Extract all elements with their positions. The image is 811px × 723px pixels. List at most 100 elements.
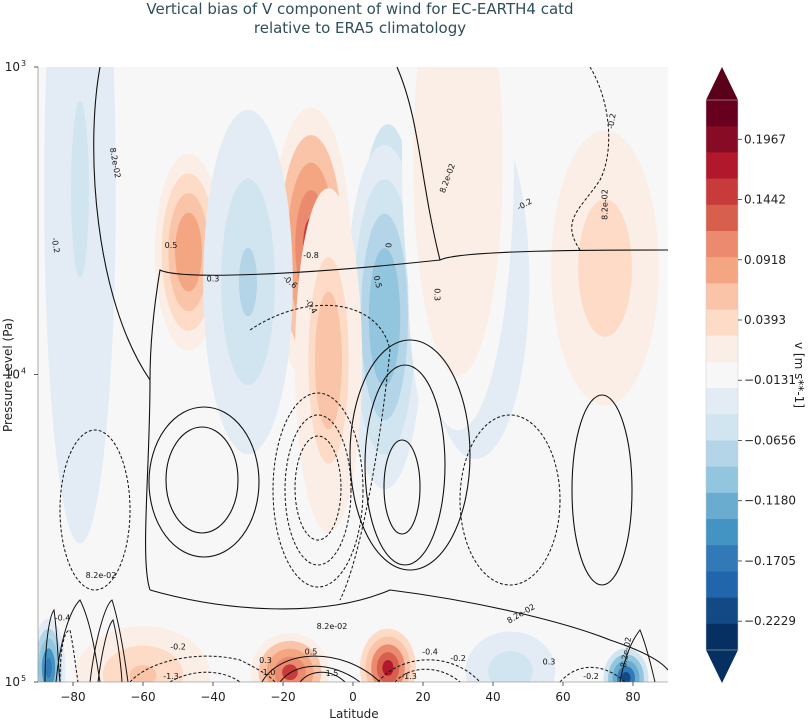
contour-label: 1.5 xyxy=(326,669,339,678)
x-tick-label: 60 xyxy=(555,690,570,704)
contour-label: -0.2 xyxy=(170,643,186,652)
bias-blob-level xyxy=(45,658,52,678)
contour-line xyxy=(349,339,471,571)
colorbar-swatch xyxy=(706,571,738,599)
colorbar-swatch xyxy=(706,283,738,311)
bias-blob-level xyxy=(621,672,631,682)
contour-line xyxy=(169,671,241,682)
bias-blob xyxy=(203,109,293,455)
x-tick-label: −40 xyxy=(200,690,225,704)
contour-label: 0.5 xyxy=(372,275,384,290)
colorbar-swatch xyxy=(706,597,738,625)
contour-line xyxy=(571,67,610,251)
colorbar-frame xyxy=(705,99,739,651)
colorbar-swatch xyxy=(706,309,738,337)
contour-line xyxy=(394,668,461,682)
colorbar-swatch xyxy=(706,440,738,468)
bias-blob xyxy=(603,648,649,682)
y-tick-label: 10 xyxy=(5,368,20,382)
bias-blob-level xyxy=(181,232,196,272)
colorbar-swatch xyxy=(706,492,738,520)
x-tick-label: 0 xyxy=(349,690,357,704)
bias-blob-level xyxy=(446,105,470,214)
y-tick-exponent: 4 xyxy=(21,367,26,376)
colorbar-max-extension xyxy=(706,67,738,100)
colorbar-swatch xyxy=(706,466,738,494)
bias-field xyxy=(38,67,668,682)
contour-line xyxy=(249,304,391,601)
colorbar-swatch xyxy=(706,519,738,546)
y-tick-exponent: 3 xyxy=(21,59,26,68)
colorbar-tick-label: −0.0131 xyxy=(744,373,796,387)
colorbar-swatch xyxy=(706,335,738,363)
contour-line xyxy=(571,394,633,586)
contour-line xyxy=(93,67,151,591)
colorbar-tick-label: −0.1705 xyxy=(744,554,796,568)
colorbar-swatch xyxy=(706,126,738,153)
contour-line xyxy=(149,259,441,381)
contour-line xyxy=(89,599,129,682)
contour-lines xyxy=(44,67,668,682)
contour-label: 0.5 xyxy=(305,648,318,657)
bias-blob-level xyxy=(382,660,394,676)
colorbar-tick-label: 0.1967 xyxy=(744,132,786,146)
contour-label: 0.3 xyxy=(433,288,442,301)
contour-label: 8.2e-02 xyxy=(601,189,610,220)
y-tick-exponent: 5 xyxy=(21,674,26,683)
contour-line xyxy=(383,439,421,535)
contour-line xyxy=(97,619,123,682)
contour-label: -0.2 xyxy=(583,672,599,681)
colorbar-swatch xyxy=(706,152,738,180)
contour-label: 0.5 xyxy=(165,241,178,250)
contour-line xyxy=(165,426,239,534)
contour-line xyxy=(59,429,131,591)
colorbar-tick-label: −0.2229 xyxy=(744,614,796,628)
x-tick-label: 40 xyxy=(485,690,500,704)
colorbar-tick-label: 0.0393 xyxy=(744,313,786,327)
colorbar-tick-label: −0.0656 xyxy=(744,433,796,447)
bias-blob-level xyxy=(239,247,257,317)
contour-line xyxy=(148,406,260,558)
colorbar-swatch xyxy=(706,414,738,441)
contour-line xyxy=(294,435,342,541)
contour-line xyxy=(396,67,668,261)
colorbar-tick-label: 0.0918 xyxy=(744,253,786,267)
contour-line xyxy=(284,414,352,566)
contour-line xyxy=(279,665,361,682)
colorbar: 0.1967 0.1442 0.0918 0.0393 −0.0131 −0.0656 −0… xyxy=(705,67,806,683)
colorbar-swatch xyxy=(706,257,738,284)
contour-line xyxy=(559,666,626,682)
colorbar-swatch xyxy=(706,100,738,127)
chart-title-line-1: Vertical bias of V component of wind for… xyxy=(146,0,574,18)
contour-label: -0.8 xyxy=(303,251,319,260)
contour-label: -0.4 xyxy=(55,614,71,623)
contour-label: -1.3 xyxy=(163,672,179,681)
contour-label: 0.3 xyxy=(543,657,556,666)
x-tick-label: −80 xyxy=(60,690,85,704)
contour-label: 0.3 xyxy=(259,656,272,665)
contour-line xyxy=(272,392,364,588)
bias-blob xyxy=(75,625,211,682)
colorbar-swatch xyxy=(706,230,738,258)
bias-blob-level xyxy=(129,665,157,682)
contour-label: 1.0 xyxy=(263,668,276,677)
x-tick-label: −20 xyxy=(270,690,295,704)
colorbar-swatch xyxy=(706,204,738,232)
contour-label: -0.2 xyxy=(606,113,618,130)
chart-title: Vertical bias of V component of wind for… xyxy=(0,0,720,38)
bias-blob-level xyxy=(321,325,336,395)
contour-label: 0.3 xyxy=(207,275,220,284)
bias-blob xyxy=(294,188,363,533)
colorbar-label: v [m s**-1] xyxy=(792,342,806,408)
bias-blob xyxy=(402,67,514,431)
contour-line xyxy=(619,629,656,682)
contour-label: -0.2 xyxy=(450,654,466,663)
contour-label: -0.4 xyxy=(422,648,438,657)
contour-label: 8.2e-02 xyxy=(86,571,117,580)
x-tick-label: 80 xyxy=(625,690,640,704)
y-tick-label: 10 xyxy=(5,675,20,689)
y-tick-label: 10 xyxy=(5,60,20,74)
colorbar-swatch xyxy=(706,545,738,572)
